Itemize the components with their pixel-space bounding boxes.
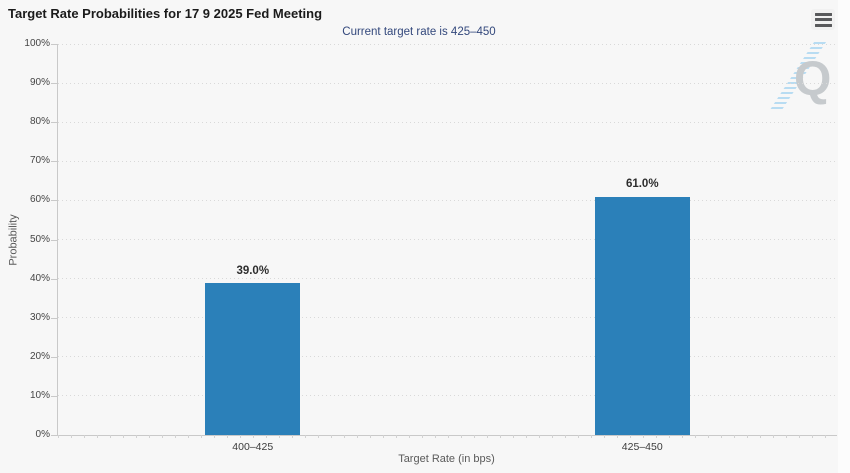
- y-tick-label: 0%: [35, 429, 50, 440]
- y-tick-label: 90%: [29, 77, 50, 89]
- gridline: [58, 317, 837, 319]
- y-tick-label: 80%: [29, 116, 50, 128]
- y-tick-mark: [51, 317, 57, 319]
- gridline: [58, 278, 837, 280]
- y-tick-mark: [51, 122, 57, 124]
- y-tick-mark: [51, 395, 57, 397]
- y-tick-label: 30%: [29, 311, 50, 323]
- bar-value-label: 61.0%: [625, 178, 659, 191]
- y-tick-mark: [51, 200, 57, 202]
- chart-subtitle: Current target rate is 425–450: [342, 26, 496, 38]
- y-tick-label: 20%: [29, 350, 50, 362]
- bar-value-label: 39.0%: [236, 264, 270, 277]
- bar-400-425[interactable]: [205, 282, 301, 435]
- bar-425-450[interactable]: [594, 196, 690, 435]
- plot-area: 0% 10% 20% 30% 40% 50% 60% 70% 80% 90% 100% 39.0% 40…: [24, 38, 837, 453]
- y-tick-label: 60%: [29, 194, 50, 206]
- x-axis-title: Target Rate (in bps): [398, 453, 495, 465]
- gridline: [58, 395, 837, 397]
- y-tick-mark: [51, 44, 57, 45]
- y-tick-mark: [51, 161, 57, 163]
- chart-context-menu-button[interactable]: [811, 9, 835, 30]
- x-axis-minor-ticks: [58, 435, 837, 438]
- y-tick-label: 10%: [29, 389, 50, 401]
- gridline: [58, 239, 837, 240]
- y-tick-label: 70%: [29, 155, 50, 167]
- gridline: [58, 43, 837, 45]
- y-tick-mark: [51, 435, 57, 436]
- gridline: [58, 121, 837, 123]
- gridline: [58, 199, 837, 201]
- y-tick-mark: [51, 356, 57, 358]
- chart-title: Target Rate Probabilities for 17 9 2025 …: [8, 6, 323, 21]
- y-tick-label: 100%: [24, 38, 50, 49]
- y-tick-mark: [51, 239, 57, 241]
- gridline: [58, 82, 837, 84]
- y-tick-mark: [51, 83, 57, 85]
- y-tick-label: 50%: [29, 233, 50, 245]
- y-tick-mark: [51, 278, 57, 280]
- gridline: [58, 356, 837, 358]
- y-tick-label: 40%: [29, 272, 50, 284]
- x-tick-label: 425–450: [621, 441, 663, 453]
- x-tick-label: 400–425: [232, 441, 274, 453]
- gridline: [58, 160, 837, 162]
